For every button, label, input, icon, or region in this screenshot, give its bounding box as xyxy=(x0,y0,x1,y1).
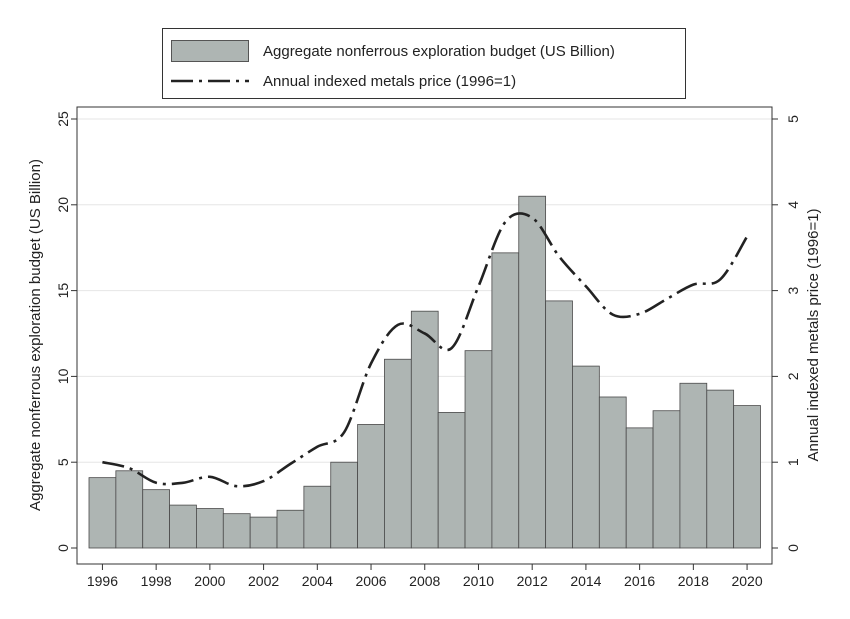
y-right-tick-label: 5 xyxy=(785,115,801,123)
x-tick-label: 2004 xyxy=(302,573,333,589)
bar-2020 xyxy=(733,405,761,549)
bar-2001 xyxy=(222,513,251,549)
price-line-series xyxy=(102,212,749,488)
x-tick-label: 1998 xyxy=(141,573,172,589)
bar-2012 xyxy=(518,195,547,549)
y-axis-left-label: Aggregate nonferrous exploration budget … xyxy=(27,159,44,511)
bar-series xyxy=(88,195,761,549)
y-right-tick-label: 0 xyxy=(785,544,801,552)
x-tick-label: 2000 xyxy=(194,573,225,589)
y-left-tick-label: 15 xyxy=(55,283,71,299)
bar-2015 xyxy=(598,396,627,549)
y-left-tick-label: 10 xyxy=(55,368,71,384)
x-tick-label: 2016 xyxy=(624,573,655,589)
bar-2000 xyxy=(196,508,224,549)
x-tick-label: 2002 xyxy=(248,573,279,589)
x-tick-label: 2018 xyxy=(678,573,709,589)
bar-2017 xyxy=(652,410,681,549)
bar-2007 xyxy=(384,358,412,549)
y-axis-right-label: Annual indexed metals price (1996=1) xyxy=(805,208,822,461)
bar-2003 xyxy=(276,509,305,549)
x-tick-label: 2014 xyxy=(570,573,601,589)
legend-swatch-bar xyxy=(171,40,249,62)
y-right-tick-label: 1 xyxy=(785,458,801,466)
bar-1996 xyxy=(88,477,117,549)
bar-2013 xyxy=(545,300,573,549)
bar-2008 xyxy=(410,310,439,549)
bar-2009 xyxy=(437,412,466,549)
x-tick-label: 2008 xyxy=(409,573,440,589)
y-left-tick-label: 20 xyxy=(55,197,71,213)
y-right-tick-label: 2 xyxy=(785,372,801,380)
y-left-tick-label: 0 xyxy=(55,544,71,552)
legend-label-price: Annual indexed metals price (1996=1) xyxy=(263,72,517,90)
bar-2019 xyxy=(706,389,735,549)
bar-1999 xyxy=(169,504,197,549)
bar-1997 xyxy=(115,470,144,549)
bar-2006 xyxy=(357,424,385,549)
axes: 0 5 10 15 20 25 0 1 2 3 4 5 1996 1998 2000 2002 2004 2006… xyxy=(55,111,801,589)
legend-label-budget: Aggregate nonferrous exploration budget … xyxy=(263,42,615,60)
bar-2018 xyxy=(679,382,708,549)
bar-2004 xyxy=(303,485,332,549)
legend: Aggregate nonferrous exploration budget … xyxy=(162,28,686,99)
bar-2010 xyxy=(464,350,493,549)
x-tick-label: 2010 xyxy=(463,573,494,589)
y-right-tick-label: 3 xyxy=(785,286,801,294)
bar-2016 xyxy=(625,427,654,549)
y-left-tick-label: 5 xyxy=(55,458,71,466)
bar-2005 xyxy=(330,461,358,549)
bar-2014 xyxy=(572,365,600,549)
bar-2002 xyxy=(249,516,278,549)
y-right-tick-label: 4 xyxy=(785,201,801,209)
legend-swatch-line xyxy=(171,79,249,83)
x-tick-label: 2012 xyxy=(517,573,548,589)
y-left-tick-label: 25 xyxy=(55,111,71,127)
x-tick-label: 1996 xyxy=(87,573,118,589)
bar-2011 xyxy=(491,252,520,549)
x-tick-label: 2020 xyxy=(731,573,762,589)
x-tick-label: 2006 xyxy=(355,573,386,589)
bar-1998 xyxy=(142,489,170,549)
